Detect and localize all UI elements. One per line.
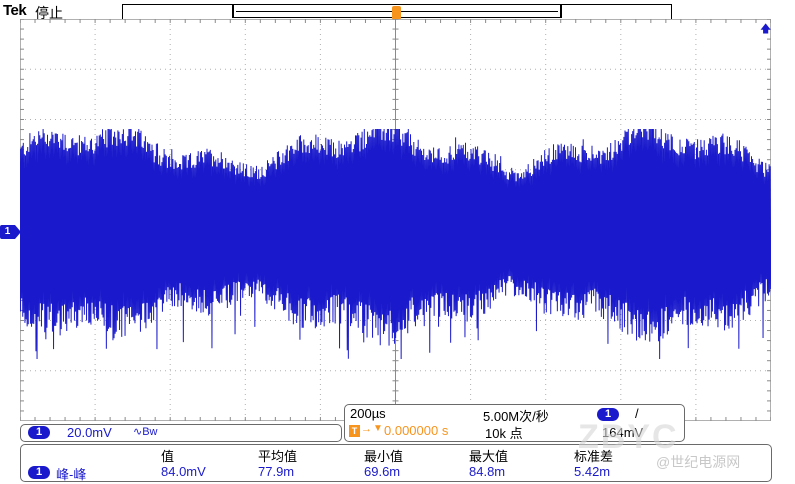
meas-header-value: 值	[161, 449, 175, 464]
meas-type: 峰-峰	[56, 467, 87, 482]
measurement-panel[interactable]: 值 平均值 最小值 最大值 标准差 1 峰-峰 84.0mV 77.9m 69.…	[20, 444, 772, 482]
meas-header-stddev: 标准差	[574, 449, 614, 464]
trigger-t-icon: T	[349, 425, 360, 437]
meas-header-mean: 平均值	[258, 449, 298, 464]
waveform-display	[20, 19, 771, 421]
brand-logo: Tek	[3, 2, 27, 19]
bandwidth-limit-icon: ∿Bw	[133, 426, 158, 438]
timebase-trigger-panel[interactable]: 200µs 5.00M次/秒 1 / T → ▼ 0.000000 s 10k …	[344, 404, 685, 442]
meas-max: 84.8m	[469, 464, 506, 479]
trigger-position-value: 0.000000 s	[384, 423, 449, 438]
trigger-slope-icon: /	[635, 406, 639, 421]
trigger-source-badge: 1	[597, 408, 619, 421]
meas-value: 84.0mV	[161, 464, 206, 479]
meas-mean: 77.9m	[258, 464, 295, 479]
record-length: 10k 点	[485, 426, 523, 441]
channel-1-badge: 1	[28, 426, 50, 439]
channel-1-ground-marker[interactable]: 1	[0, 225, 21, 239]
arrow-right-icon: →	[361, 423, 372, 435]
sample-rate: 5.00M次/秒	[483, 409, 549, 424]
meas-header-max: 最大值	[469, 449, 509, 464]
meas-stddev: 5.42m	[574, 464, 611, 479]
vertical-scale: 20.0mV	[67, 425, 112, 440]
arrow-up-icon: 🡅	[760, 23, 772, 35]
channel-1-scale-panel[interactable]: 1 20.0mV ∿Bw	[20, 424, 342, 442]
acquisition-state: 停止	[35, 5, 63, 21]
trigger-level: 164mV	[602, 425, 644, 440]
meas-header-min: 最小值	[364, 449, 404, 464]
watermark-text: @世纪电源网	[656, 454, 741, 470]
trigger-position-indicator	[392, 6, 401, 20]
horizontal-scale: 200µs	[350, 406, 386, 421]
triangle-down-icon: ▼	[373, 423, 383, 434]
waveform-trace	[20, 128, 771, 360]
meas-min: 69.6m	[364, 464, 401, 479]
channel-1-waveform	[20, 128, 771, 360]
watermark-logo: ZBYC	[578, 418, 679, 456]
meas-channel-badge: 1	[28, 466, 50, 479]
